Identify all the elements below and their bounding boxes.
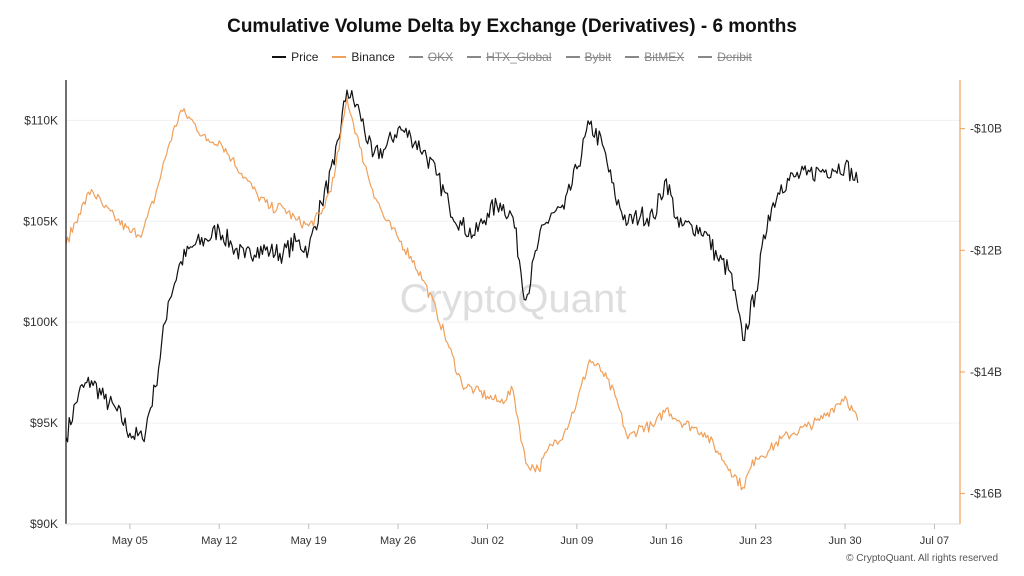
legend-item-bybit[interactable]: Bybit [565,50,612,64]
legend-item-price[interactable]: Price [272,50,318,64]
legend-label: Price [291,50,319,64]
x-tick-label: May 12 [201,535,237,547]
legend-swatch [467,56,482,58]
legend-item-htx-global[interactable]: HTX_Global [467,50,552,64]
legend-swatch [698,56,713,58]
x-tick-label: May 26 [380,535,416,547]
copyright-text: © CryptoQuant. All rights reserved [846,553,998,564]
chart-title: Cumulative Volume Delta by Exchange (Der… [227,16,797,37]
x-tick-label: May 05 [112,535,148,547]
legend-item-okx[interactable]: OKX [408,50,454,64]
y-right-tick-label: -$12B [970,243,1002,257]
legend-label: HTX_Global [486,50,552,64]
legend-swatch [272,56,287,58]
y-left-tick-label: $100K [23,315,58,329]
y-left-tick-label: $110K [24,113,58,127]
legend-label: BitMEX [644,50,685,64]
legend-label: Binance [351,50,395,64]
y-right-tick-label: -$10B [970,122,1002,136]
y-right-tick-label: -$16B [970,487,1002,501]
tick-labels: $90K $95K $100K $105K $110K -$16B -$14B -$12B -$… [23,113,1002,547]
x-tick-label: Jul 07 [920,535,949,547]
x-tick-label: Jun 30 [829,535,862,547]
legend-item-deribit[interactable]: Deribit [698,50,752,64]
series-line-binance [65,97,859,491]
gridlines [66,119,960,525]
series-layer [65,89,859,491]
legend-swatch [625,56,640,58]
legend-label: Bybit [584,50,612,64]
y-left-tick-label: $105K [23,214,58,228]
x-tick-label: Jun 16 [650,535,683,547]
y-left-tick-label: $90K [30,517,58,531]
x-tick-label: Jun 09 [560,535,593,547]
legend-item-bitmex[interactable]: BitMEX [625,50,684,64]
chart-legend: Price Binance OKX HTX_Global Bybit BitME… [0,50,1024,64]
x-tick-label: May 19 [291,535,327,547]
legend-label: Deribit [717,50,752,64]
y-right-tick-label: -$14B [970,365,1002,379]
legend-item-binance[interactable]: Binance [332,50,395,64]
legend-swatch [332,56,347,58]
watermark: CryptoQuant [400,277,627,321]
axes [65,80,965,529]
legend-label: OKX [427,50,454,64]
y-left-tick-label: $95K [30,416,58,430]
x-tick-label: Jun 02 [471,535,504,547]
series-line-price [65,89,859,443]
legend-swatch [565,56,580,58]
x-tick-label: Jun 23 [739,535,772,547]
legend-swatch [408,56,423,58]
